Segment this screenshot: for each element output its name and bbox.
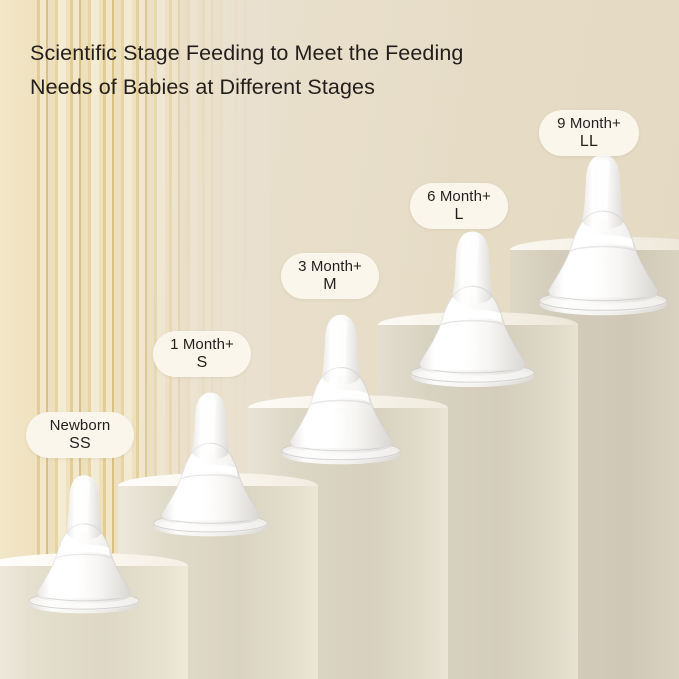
- nipple-6-month-l: [404, 223, 541, 388]
- stage-age-label: 1 Month+: [170, 336, 234, 353]
- stage-size-label: L: [454, 206, 464, 223]
- nipple-1-month-s: [147, 385, 274, 538]
- stage-size-label: M: [323, 276, 337, 293]
- stage-label-3-month-m: 3 Month+ M: [281, 253, 379, 299]
- stage-age-label: 3 Month+: [298, 258, 362, 275]
- stage-label-newborn-ss: Newborn SS: [26, 412, 134, 458]
- stage-size-label: S: [196, 354, 208, 371]
- headline-line-2: Needs of Babies at Different Stages: [30, 75, 375, 99]
- nipple-9-month-ll: [532, 146, 674, 317]
- stage-age-label: Newborn: [49, 417, 111, 434]
- nipple-3-month-m: [275, 307, 407, 466]
- stage-label-6-month-l: 6 Month+ L: [410, 183, 508, 229]
- headline: Scientific Stage Feeding to Meet the Fee…: [30, 36, 550, 104]
- stage-age-label: 6 Month+: [427, 188, 491, 205]
- stage-size-label: SS: [69, 435, 91, 452]
- stage-age-label: 9 Month+: [557, 115, 621, 132]
- stage-size-label: LL: [579, 133, 599, 150]
- headline-line-1: Scientific Stage Feeding to Meet the Fee…: [30, 41, 464, 65]
- stage-label-1-month-s: 1 Month+ S: [153, 331, 251, 377]
- nipple-newborn-ss: [23, 468, 145, 615]
- stage-label-9-month-ll: 9 Month+ LL: [539, 110, 639, 156]
